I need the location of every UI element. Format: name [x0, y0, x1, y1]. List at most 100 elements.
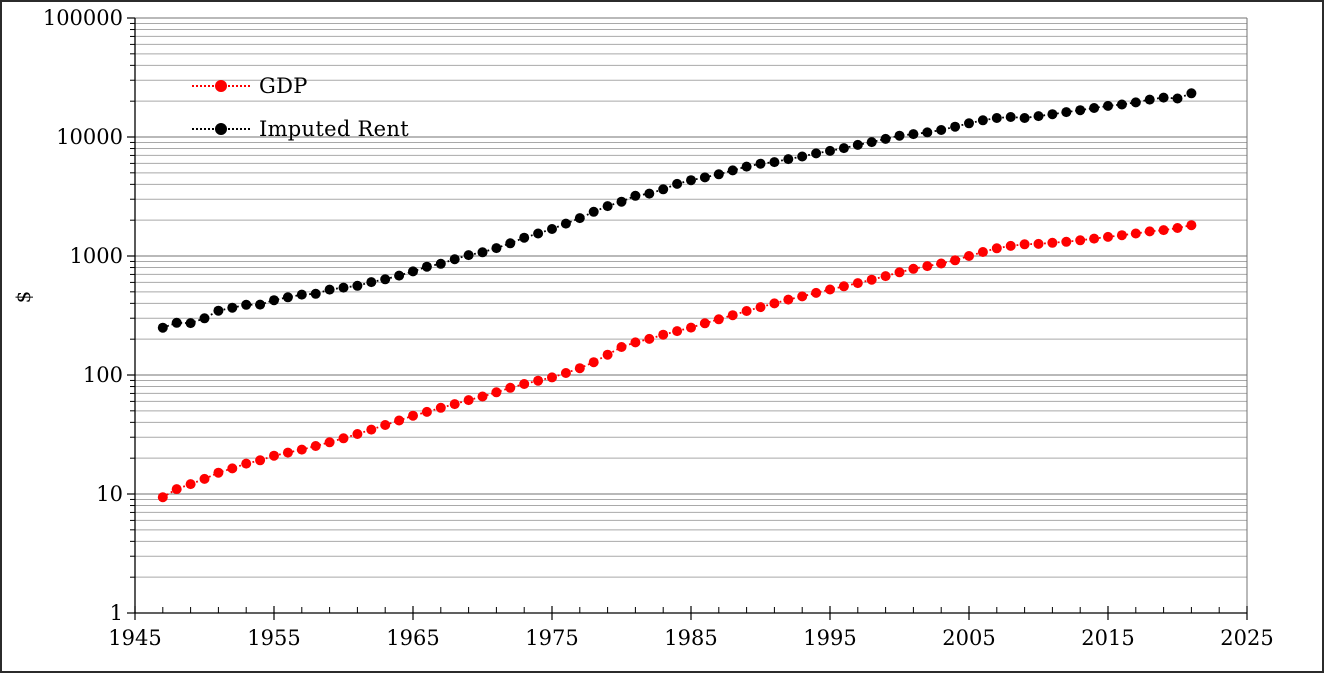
data-point-gdp [547, 372, 557, 383]
data-point-gdp [811, 287, 822, 298]
data-point-imputed-rent [171, 317, 182, 328]
data-point-imputed-rent [269, 295, 279, 306]
data-point-imputed-rent [1116, 99, 1127, 110]
data-point-imputed-rent [797, 151, 808, 162]
data-point-imputed-rent [463, 250, 474, 261]
legend-label-gdp: GDP [259, 74, 308, 98]
data-point-imputed-rent [338, 282, 349, 293]
data-point-gdp [797, 291, 808, 302]
data-point-gdp [435, 402, 446, 413]
data-point-gdp [213, 467, 224, 478]
data-point-gdp [477, 391, 488, 402]
data-point-imputed-rent [1033, 111, 1044, 122]
data-point-gdp [852, 278, 863, 289]
x-axis-tick-label: 1995 [803, 626, 856, 650]
data-point-gdp [1144, 226, 1155, 237]
data-point-gdp [449, 399, 460, 410]
data-point-imputed-rent [505, 238, 516, 249]
x-axis-tick-label: 2025 [1220, 626, 1273, 650]
x-axis-tick-label: 1955 [247, 626, 300, 650]
legend-marker-icon [215, 80, 227, 92]
data-point-gdp [574, 363, 585, 374]
data-point-imputed-rent [755, 158, 766, 169]
data-point-imputed-rent [560, 218, 571, 229]
data-point-imputed-rent [477, 247, 488, 258]
legend-item-gdp: GDP [192, 74, 409, 98]
data-point-gdp [171, 484, 182, 495]
data-point-imputed-rent [547, 224, 557, 234]
legend: GDP Imputed Rent [192, 74, 409, 160]
data-point-imputed-rent [1130, 97, 1141, 108]
data-point-gdp [1089, 233, 1100, 244]
data-point-gdp [1103, 231, 1113, 242]
data-point-imputed-rent [255, 299, 266, 310]
data-point-imputed-rent [908, 129, 919, 140]
data-point-imputed-rent [741, 161, 752, 172]
data-point-gdp [533, 375, 544, 386]
data-point-gdp [699, 318, 710, 329]
data-point-gdp [1005, 240, 1016, 251]
data-point-imputed-rent [227, 302, 238, 313]
data-point-gdp [588, 357, 599, 368]
data-point-imputed-rent [1075, 105, 1086, 116]
data-point-imputed-rent [1019, 113, 1030, 123]
data-point-gdp [644, 333, 655, 344]
data-point-imputed-rent [769, 157, 780, 168]
data-point-imputed-rent [1089, 103, 1100, 113]
data-point-gdp [1047, 237, 1058, 248]
data-point-imputed-rent [533, 228, 544, 239]
data-point-imputed-rent [394, 270, 405, 281]
data-point-gdp [727, 310, 738, 321]
legend-item-imputed-rent: Imputed Rent [192, 117, 409, 141]
data-point-imputed-rent [852, 139, 863, 150]
data-point-imputed-rent [616, 196, 627, 207]
data-point-imputed-rent [630, 190, 641, 201]
data-point-imputed-rent [727, 165, 738, 176]
y-axis-tick-label: 100000 [43, 6, 123, 30]
data-point-imputed-rent [936, 125, 947, 135]
y-axis-tick-label: 1000 [70, 244, 123, 268]
data-point-imputed-rent [380, 274, 391, 285]
data-point-gdp [1033, 238, 1044, 249]
data-point-gdp [157, 492, 168, 503]
data-point-gdp [227, 463, 238, 474]
data-point-gdp [519, 379, 530, 389]
data-point-gdp [338, 433, 349, 444]
data-point-imputed-rent [1061, 107, 1072, 118]
data-point-gdp [491, 387, 502, 398]
data-point-gdp [255, 455, 266, 466]
data-point-imputed-rent [574, 213, 585, 224]
data-point-gdp [560, 368, 571, 378]
data-point-gdp [922, 261, 933, 272]
data-point-gdp [783, 294, 794, 305]
data-point-imputed-rent [352, 280, 363, 291]
x-axis-tick-label: 1965 [386, 626, 439, 650]
data-point-imputed-rent [1144, 94, 1155, 105]
data-point-gdp [908, 263, 919, 274]
data-point-imputed-rent [199, 313, 210, 324]
data-point-imputed-rent [1172, 93, 1183, 104]
data-point-gdp [630, 337, 641, 348]
data-point-imputed-rent [282, 292, 293, 303]
data-point-imputed-rent [1005, 112, 1016, 122]
data-point-imputed-rent [185, 318, 196, 329]
data-point-gdp [977, 247, 988, 257]
data-point-gdp [1061, 236, 1072, 247]
data-point-gdp [394, 415, 405, 426]
data-point-imputed-rent [157, 322, 168, 333]
legend-label-imputed-rent: Imputed Rent [259, 117, 409, 141]
data-point-imputed-rent [435, 258, 446, 269]
data-point-imputed-rent [1047, 109, 1058, 120]
data-point-gdp [894, 267, 905, 278]
data-point-imputed-rent [991, 113, 1002, 123]
y-axis-tick-label: 10 [96, 482, 123, 506]
data-point-gdp [505, 382, 516, 393]
data-point-gdp [658, 329, 669, 340]
data-point-gdp [421, 406, 432, 417]
data-point-imputed-rent [213, 305, 224, 316]
data-point-gdp [686, 322, 696, 333]
data-point-imputed-rent [366, 277, 377, 288]
data-point-gdp [880, 271, 891, 282]
data-point-gdp [1116, 230, 1127, 241]
